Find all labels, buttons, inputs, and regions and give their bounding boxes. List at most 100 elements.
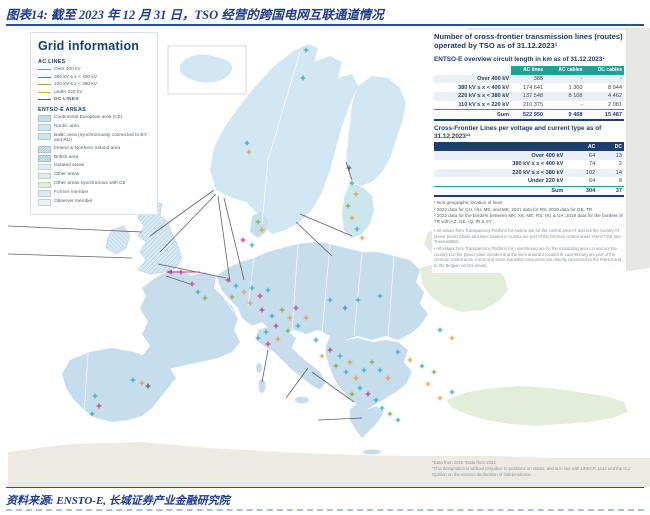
footnote: ¹ Non geographic location of lines [434, 200, 503, 206]
cross-border-marker-icon [303, 47, 309, 53]
country-borders [83, 51, 395, 417]
map-sardinia [258, 379, 266, 393]
map-crete [363, 449, 381, 455]
cross-border-marker-icon [387, 411, 393, 417]
legend-item-label: Former member [54, 189, 89, 195]
area-swatch [38, 190, 51, 197]
legend-item-label: Observer member [54, 198, 93, 204]
data-table: AC lines AC cables DC cables Over 400 kV 385… [434, 65, 624, 121]
legend-item-area: Former member [38, 190, 150, 197]
cross-border-marker-icon [241, 289, 247, 295]
table1-title: ENTSO-E overview circuit length in km as… [434, 55, 605, 63]
legend-item-label: Over 400 kV [54, 67, 81, 72]
legend-item-area: Isolated areas [38, 163, 150, 171]
table-row: 380 kV ≤ x < 400 kV 74 2 [512, 161, 622, 168]
cross-border-marker-icon [293, 305, 299, 311]
line-swatch [38, 69, 51, 70]
cross-border-marker-icon [353, 375, 359, 381]
map-scandinavia [210, 44, 358, 234]
cross-border-marker-icon [265, 287, 271, 293]
map-turkey [446, 386, 628, 426]
cross-border-marker-icon [249, 285, 255, 291]
dc-line [311, 371, 355, 403]
iceland-inset [167, 45, 247, 95]
line-swatch [38, 91, 51, 93]
cross-border-marker-icon [233, 283, 239, 289]
legend-item-area: Continental European area (CE) [38, 115, 150, 122]
area-swatch [38, 146, 51, 153]
cross-border-marker-icon [255, 219, 261, 225]
legend-item-area: British area [38, 155, 150, 162]
cross-border-marker-icon [240, 237, 246, 243]
legend-item-area: Observer member [38, 199, 150, 206]
table-circuit-length: AC lines AC cables DC cables Over 400 kV 385… [434, 65, 624, 121]
cross-border-marker-icon [273, 323, 279, 329]
cross-border-marker-icon [349, 215, 355, 221]
table-cross-frontier-lines: AC DC Over 400 kV 64 13 380 kV ≤ x < 400 kV 74… [434, 142, 624, 198]
cross-border-marker-icon [373, 397, 379, 403]
cross-border-marker-icon [255, 335, 261, 341]
cross-border-marker-icon [89, 411, 95, 417]
area-swatch [38, 124, 51, 131]
cross-border-marker-icon [395, 417, 401, 423]
area-swatch [38, 155, 51, 162]
table-row: 110 kV ≤ x < 220 kV 210 375-2 081 [458, 101, 622, 108]
cross-border-marker-icon [365, 391, 371, 397]
panel-fine-print: • All values from Transparency Platform … [434, 228, 624, 268]
legend-item-ac-line: 380 kV ≤ x < 400 kV [38, 75, 150, 81]
cross-border-marker-icon [275, 336, 281, 342]
area-swatch [38, 181, 51, 189]
table2-title: Cross-Frontier Lines per voltage and cur… [434, 124, 602, 140]
map-balkans [326, 336, 412, 410]
table-row: 220 kV ≤ x < 380 kV 137 548 8 108 4 462 [434, 92, 624, 101]
bottom-divider [6, 509, 644, 511]
legend-item-area: Baltic area (synchronously connected to … [38, 133, 150, 145]
table-row: Sum 522 950 9 468 15 487 [434, 109, 624, 120]
cross-border-marker-icon [347, 359, 353, 365]
europe-grid-map: Grid information AC LINES Over 400 kV 380… [0, 28, 650, 487]
cross-border-marker-icon [249, 242, 255, 248]
cross-border-marker-icon [377, 367, 383, 373]
cross-border-marker-icon [385, 375, 391, 381]
legend-item-label: Continental European area (CE) [54, 114, 123, 120]
cross-border-marker-icon [265, 341, 271, 347]
legend-item-label: Baltic area (synchronously connected to … [54, 132, 147, 144]
dc-lines-label: DC LINES [54, 97, 79, 103]
cross-border-marker-icon [342, 305, 348, 311]
dc-line [295, 221, 333, 257]
map-finland [346, 76, 406, 186]
cross-border-marker-icon [259, 307, 265, 313]
cross-border-marker-icon [189, 281, 195, 287]
legend-ac-lines-list: Over 400 kV 380 kV ≤ x < 400 kV 220 kV ≤ x… [38, 67, 150, 95]
table-row: Over 400 kV 64 13 [434, 151, 624, 160]
cross-border-marker-icon [327, 347, 333, 353]
cross-border-marker-icon [369, 359, 375, 365]
dc-line [299, 213, 353, 237]
cross-border-marker-icon [395, 349, 401, 355]
cross-border-marker-icon [379, 405, 385, 411]
footnote: ³ 2022 data for the borders between MK, … [434, 212, 623, 224]
dc-line-swatch [38, 99, 51, 101]
legend-item-label: under 220 kV [54, 89, 83, 95]
map-italy [256, 326, 326, 390]
cross-border-marker-icon [419, 363, 425, 369]
cross-border-marker-icon [285, 328, 291, 334]
cross-border-marker-icon [269, 313, 275, 319]
map-denmark [250, 212, 268, 238]
fine-print-note: • All values from Transparency Platform … [434, 228, 621, 244]
legend-item-label: 380 kV ≤ x < 400 kV [54, 74, 98, 80]
dc-line [317, 417, 363, 421]
cross-border-marker-icon [195, 289, 201, 295]
cross-border-marker-icon [437, 327, 443, 333]
cross-border-marker-icon [287, 315, 293, 321]
cross-border-marker-icon [343, 369, 349, 375]
dc-line [149, 189, 215, 237]
info-panel: Number of cross-frontier transmission li… [432, 30, 626, 274]
map-corsica [256, 363, 262, 373]
legend-item-label: Isolated areas [54, 163, 85, 169]
cross-border-marker-icon [425, 381, 431, 387]
map-north-africa [8, 442, 650, 487]
cross-border-marker-icon [357, 385, 363, 391]
legend-areas-list: Continental European area (CE) Nordic are… [38, 115, 150, 206]
